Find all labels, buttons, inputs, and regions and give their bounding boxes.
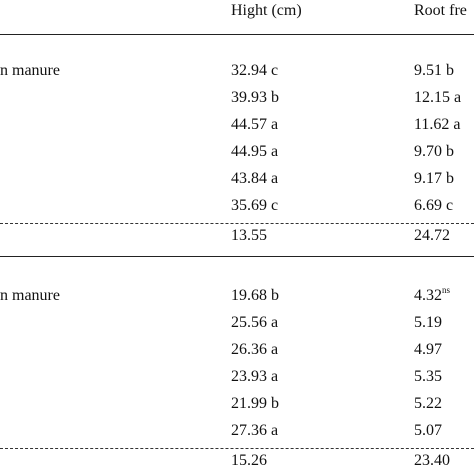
table-cell-height: 44.57 a xyxy=(231,116,279,133)
section-rule xyxy=(0,256,474,257)
table-cell-root: 11.62 a xyxy=(414,116,461,133)
table-cell-height: 23.93 a xyxy=(231,368,279,385)
summary-cell-height: 15.26 xyxy=(231,452,267,469)
root-value: 4.32 xyxy=(414,287,442,304)
table-cell-height: 43.84 a xyxy=(231,170,279,187)
table-cell-height: 21.99 b xyxy=(231,395,279,412)
section-label: n manure xyxy=(0,287,60,304)
table-cell-root: 9.17 b xyxy=(414,170,454,187)
table-cell-height: 39.93 b xyxy=(231,89,279,106)
table-cell-root: 4.97 xyxy=(414,341,442,358)
table-cell-root: 5.07 xyxy=(414,422,442,439)
table-cell-root: 9.70 b xyxy=(414,143,454,160)
table-cell-height: 27.36 a xyxy=(231,422,279,439)
table-cell-root: 5.22 xyxy=(414,395,442,412)
table-cell-height: 35.69 c xyxy=(231,197,279,214)
significance-superscript: ns xyxy=(442,285,451,295)
header-rule xyxy=(0,34,474,35)
section-label: n manure xyxy=(0,62,60,79)
table-cell-root: 5.19 xyxy=(414,314,442,331)
summary-cell-root: 24.72 xyxy=(414,227,450,244)
column-header-height: Hight (cm) xyxy=(231,2,302,19)
table-cell-root: 6.69 c xyxy=(414,197,454,214)
table-cell-height: 32.94 c xyxy=(231,62,279,79)
summary-divider xyxy=(0,223,474,224)
table-cell-height: 44.95 a xyxy=(231,143,279,160)
summary-divider xyxy=(0,448,474,449)
table-cell-root: 4.32ns xyxy=(414,285,451,305)
table-cell-root: 9.51 b xyxy=(414,62,454,79)
table-cell-root: 12.15 a xyxy=(414,89,462,106)
table-cell-height: 25.56 a xyxy=(231,314,279,331)
table-cell-height: 19.68 b xyxy=(231,287,279,304)
table-cell-height: 26.36 a xyxy=(231,341,279,358)
summary-cell-root: 23.40 xyxy=(414,452,450,469)
summary-cell-height: 13.55 xyxy=(231,227,267,244)
table-cell-root: 5.35 xyxy=(414,368,442,385)
column-header-root-fresh: Root fre xyxy=(414,2,467,19)
